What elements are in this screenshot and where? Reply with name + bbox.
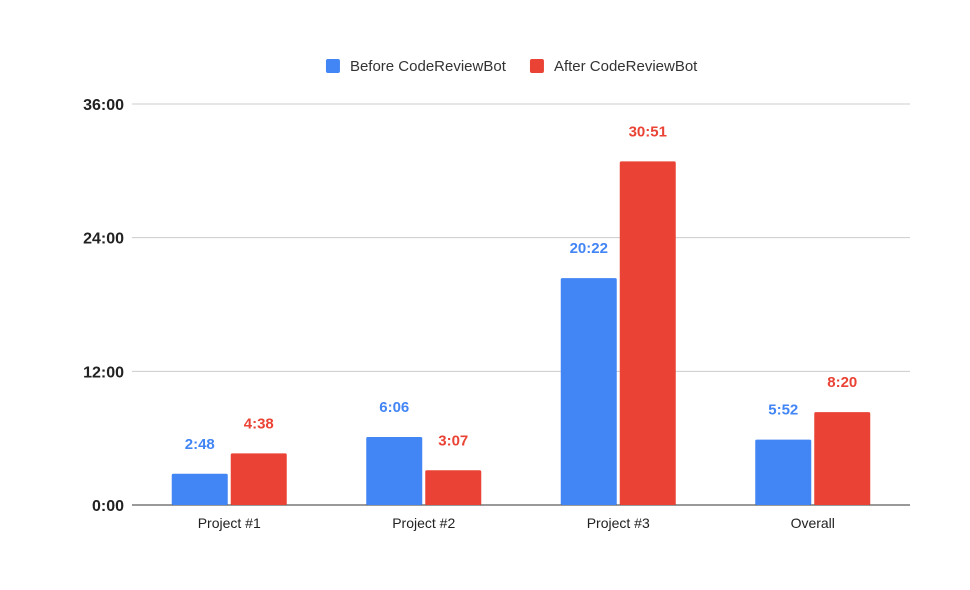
legend-item: Before CodeReviewBot — [325, 58, 507, 75]
data-label: 20:22 — [570, 240, 608, 257]
bar-after — [425, 470, 482, 505]
data-label: 30:51 — [629, 123, 667, 140]
legend-item: After CodeReviewBot — [529, 58, 698, 75]
legend-swatch — [325, 59, 340, 73]
x-axis-ticks: Project #1 Project #2 Project #3 Overall — [198, 515, 835, 531]
y-tick-label: 12:00 — [83, 364, 124, 381]
bar-after — [619, 161, 676, 505]
bar-before — [171, 473, 228, 505]
data-label: 3:07 — [438, 432, 468, 449]
x-tick-label: Project #3 — [587, 515, 650, 531]
x-tick-label: Overall — [791, 515, 835, 531]
bar-after — [230, 453, 287, 505]
data-label: 5:52 — [768, 402, 798, 419]
x-tick-label: Project #1 — [198, 515, 261, 531]
bar-before — [560, 278, 617, 505]
data-labels: 2:48 4:38 6:06 3:07 20:22 30:51 5:52 8:20 — [185, 123, 858, 452]
bar-before — [366, 437, 423, 505]
y-tick-label: 24:00 — [83, 231, 124, 248]
x-tick-label: Project #2 — [392, 515, 455, 531]
data-label: 6:06 — [379, 399, 409, 416]
legend: Before CodeReviewBot After CodeReviewBot — [325, 58, 698, 75]
legend-label: Before CodeReviewBot — [350, 58, 507, 75]
data-label: 4:38 — [244, 415, 274, 432]
y-tick-label: 36:00 — [83, 97, 124, 114]
y-tick-label: 0:00 — [92, 498, 124, 515]
bar-before — [755, 439, 812, 505]
bar-after — [814, 412, 871, 505]
legend-label: After CodeReviewBot — [554, 58, 698, 75]
bars — [171, 161, 871, 505]
data-label: 8:20 — [827, 374, 857, 391]
data-label: 2:48 — [185, 436, 215, 453]
legend-swatch — [529, 59, 544, 73]
y-axis-ticks: 0:00 12:00 24:00 36:00 — [83, 97, 124, 515]
